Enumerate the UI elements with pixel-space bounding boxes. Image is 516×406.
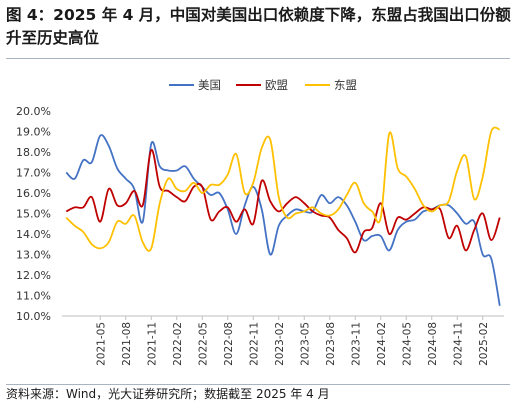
series-line-us <box>65 134 501 306</box>
y-tick-label: 15.0% <box>16 208 51 221</box>
y-tick-label: 14.0% <box>16 228 51 241</box>
y-axis: 20.0% 19.0% 18.0% 17.0% 16.0% 15.0% 14.0% 13.0%… <box>16 105 51 323</box>
figure-title: 图 4：2025 年 4 月，中国对美国出口依赖度下降，东盟占我国出口份额升至历… <box>6 6 511 47</box>
x-tick-label: 2023-02 <box>274 322 286 366</box>
bottom-rule <box>6 384 510 385</box>
x-tick-label: 2022-02 <box>172 322 184 366</box>
x-tick-label: 2025-02 <box>478 322 490 366</box>
x-tick-label: 2022-11 <box>248 322 260 366</box>
x-tick-label: 2021-11 <box>146 322 158 366</box>
y-tick-label: 18.0% <box>16 146 51 159</box>
plot-area <box>65 126 501 306</box>
top-rule <box>6 58 510 59</box>
legend-label-eu: 欧盟 <box>265 78 288 92</box>
source-note: 资料来源：Wind，光大证券研究所；数据截至 2025 年 4 月 <box>6 387 330 401</box>
x-tick-label: 2022-05 <box>197 322 209 366</box>
legend-label-us: 美国 <box>198 78 221 92</box>
chart-legend: 美国 欧盟 东盟 <box>169 78 357 92</box>
y-tick-label: 16.0% <box>16 187 51 200</box>
x-tick-label: 2022-08 <box>223 322 235 366</box>
series-line-asean <box>65 126 500 252</box>
y-tick-label: 11.0% <box>16 290 51 303</box>
x-tick-label: 2023-05 <box>299 322 311 366</box>
x-tick-label: 2021-05 <box>95 322 107 366</box>
y-tick-label: 20.0% <box>16 105 51 118</box>
x-axis: 2021-05 2021-08 2021-11 2022-02 2022-05 2022-… <box>62 315 504 366</box>
y-tick-label: 13.0% <box>16 249 51 262</box>
x-tick-label: 2021-08 <box>121 322 133 366</box>
x-tick-label: 2024-08 <box>427 322 439 366</box>
y-tick-label: 12.0% <box>16 269 51 282</box>
series-line-eu <box>65 149 501 254</box>
x-tick-label: 2024-02 <box>376 322 388 366</box>
legend-label-asean: 东盟 <box>334 78 357 92</box>
line-chart: 美国 欧盟 东盟 20.0% 19.0% 18.0% 17.0% 16.0% 15.0% 14.… <box>16 78 504 366</box>
y-tick-label: 10.0% <box>16 310 51 323</box>
y-tick-label: 17.0% <box>16 167 51 180</box>
x-tick-label: 2024-11 <box>452 322 464 366</box>
x-tick-label: 2024-05 <box>401 322 413 366</box>
x-tick-label: 2023-11 <box>350 322 362 366</box>
y-tick-label: 19.0% <box>16 126 51 139</box>
x-tick-label: 2023-08 <box>325 322 337 366</box>
